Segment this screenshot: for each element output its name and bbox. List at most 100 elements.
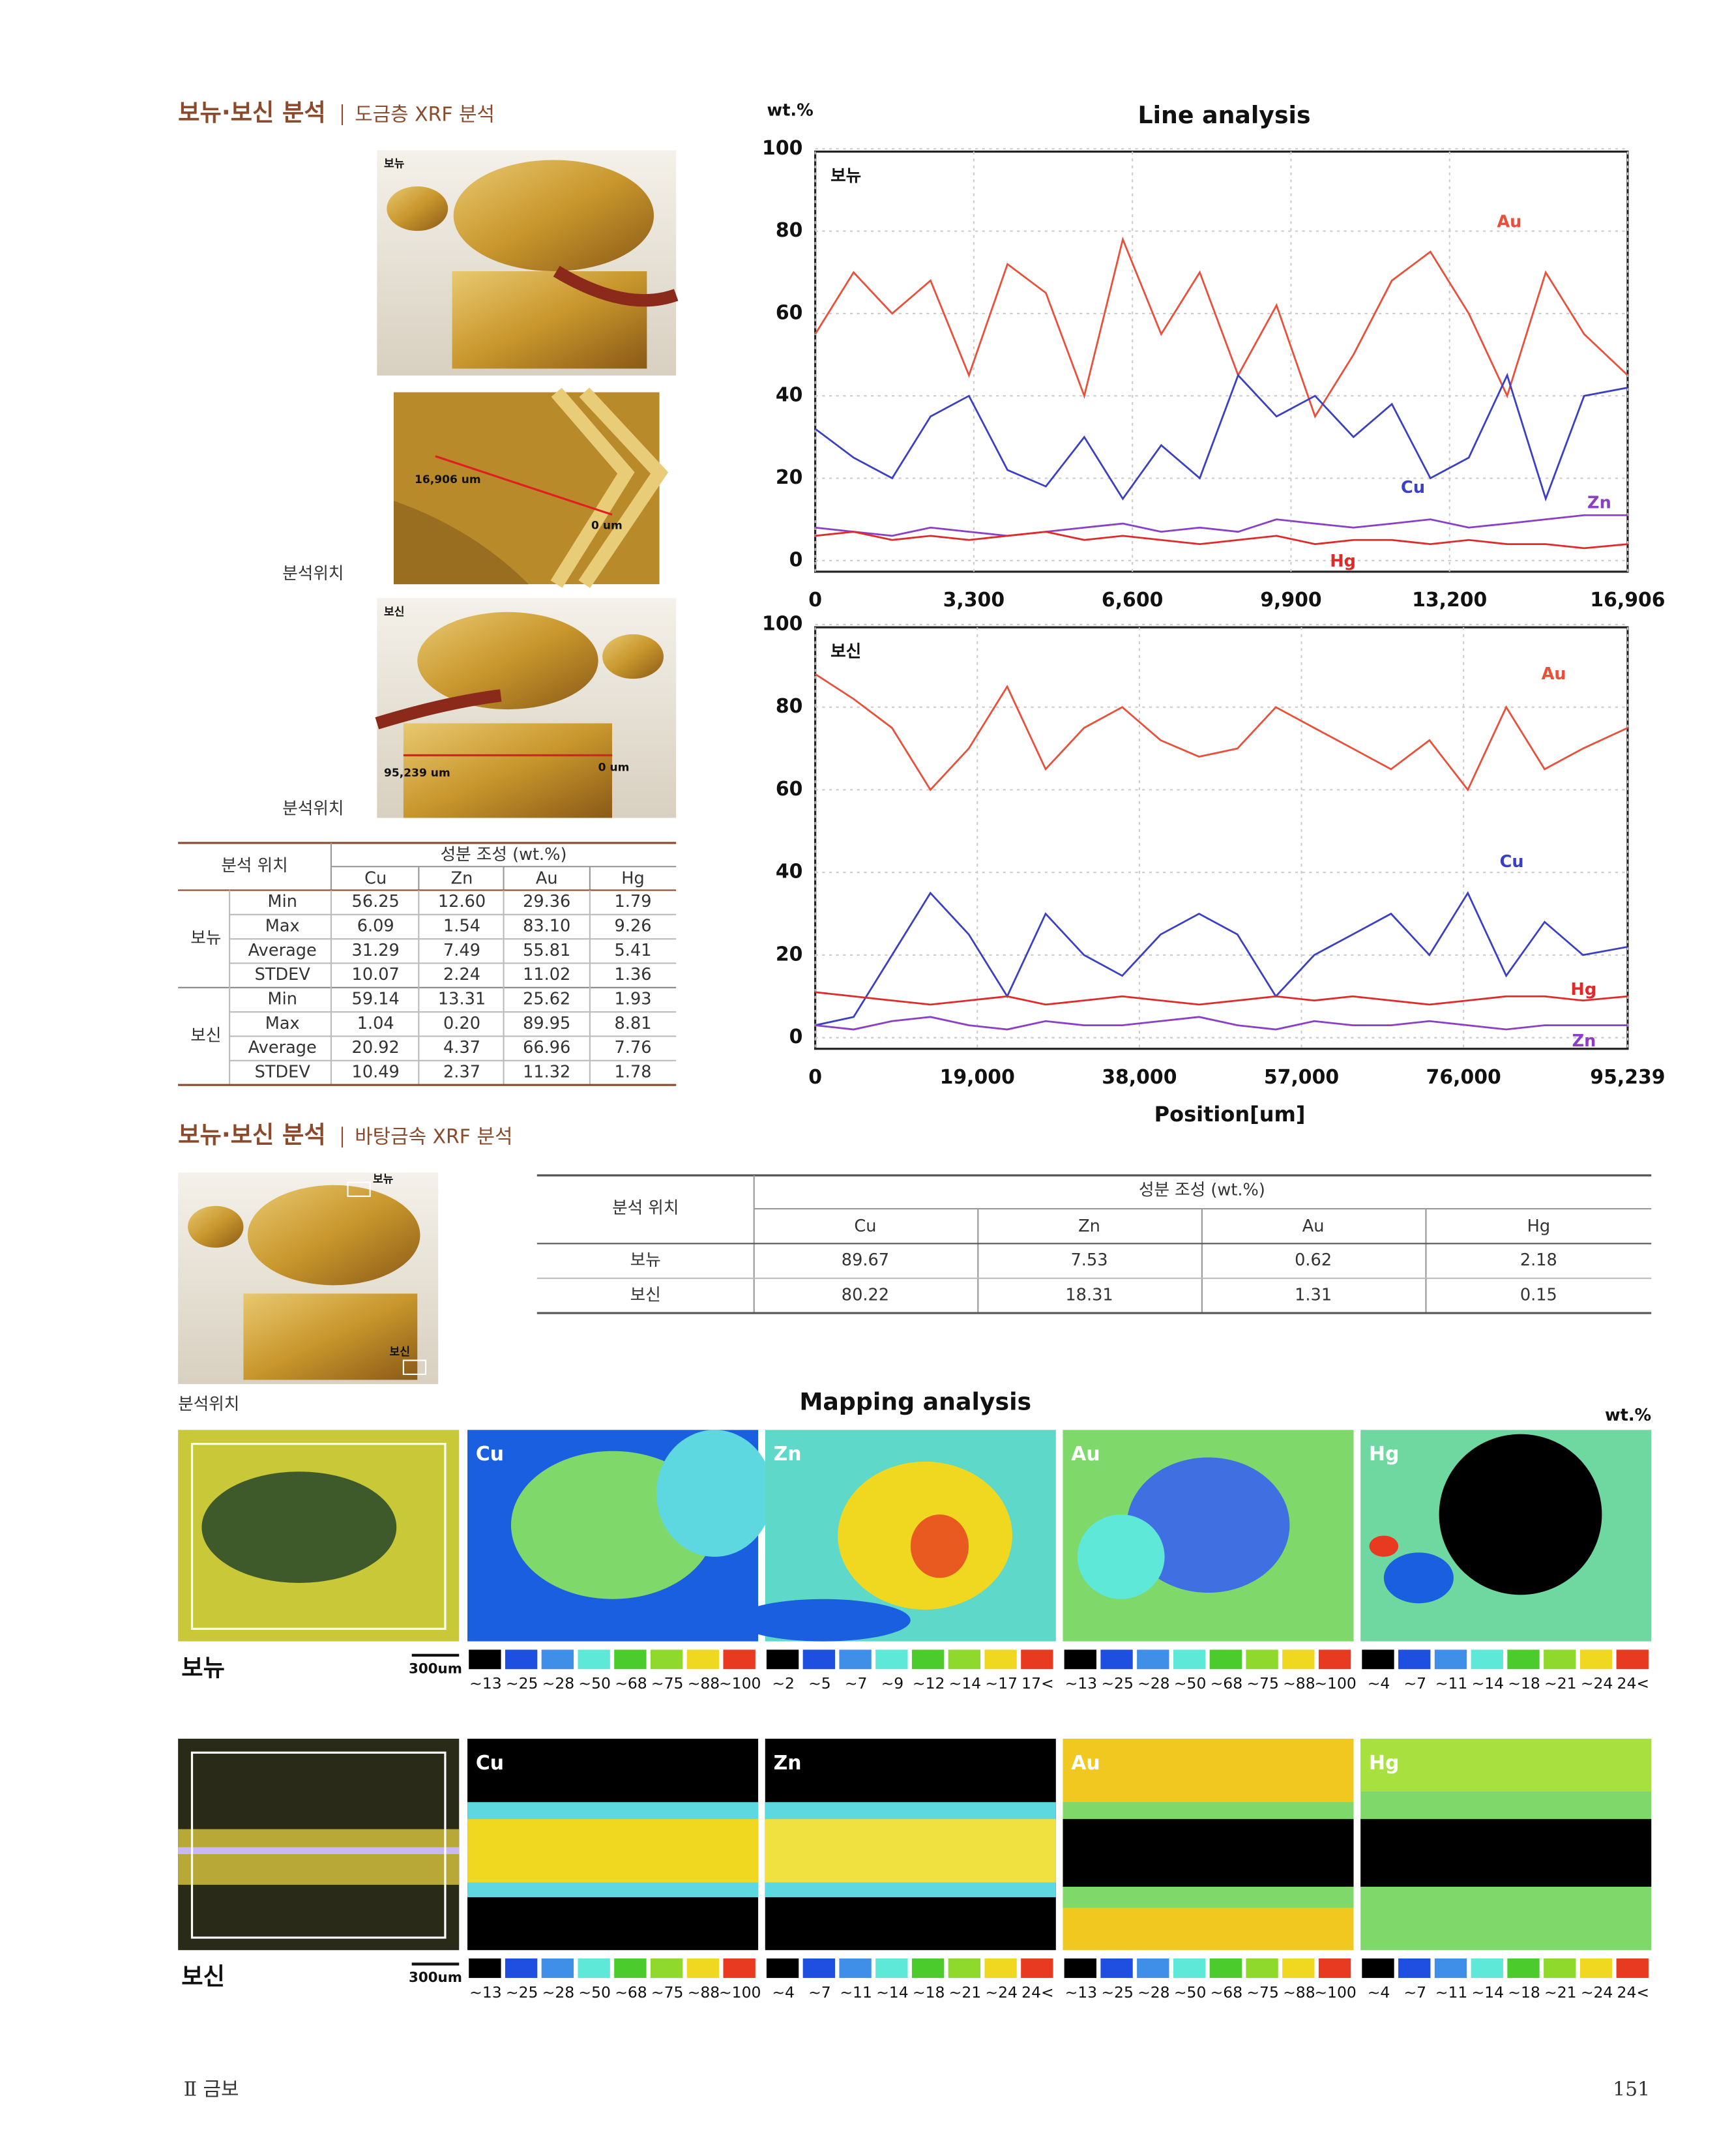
data-line bbox=[815, 1016, 1628, 1031]
data-line bbox=[814, 372, 1628, 502]
legend-swatch bbox=[469, 1958, 501, 1978]
legend-swatch bbox=[614, 1958, 647, 1978]
legend-swatch bbox=[1209, 1649, 1242, 1670]
legend-swatch bbox=[505, 1649, 538, 1670]
cell: 11.02 bbox=[523, 965, 570, 984]
legend-swatch bbox=[1579, 1649, 1613, 1670]
legend-swatch bbox=[1246, 1649, 1278, 1670]
legend-label: ~50 bbox=[578, 1674, 611, 1692]
legend-label: ~100 bbox=[719, 1674, 761, 1692]
header-cell: Cu bbox=[854, 1217, 876, 1236]
legend-swatch bbox=[723, 1958, 756, 1978]
legend-swatch bbox=[578, 1649, 610, 1670]
cell: 55.81 bbox=[523, 941, 570, 960]
legend-swatch bbox=[1137, 1958, 1169, 1978]
cell: 59.14 bbox=[352, 989, 400, 1009]
micrograph bbox=[178, 1829, 460, 1885]
legend-label: ~13 bbox=[1065, 1674, 1098, 1692]
legend-swatch bbox=[686, 1958, 720, 1978]
x-tick-label: 13,200 bbox=[1412, 589, 1487, 612]
legend-swatch bbox=[875, 1958, 908, 1978]
row-group: 보신 bbox=[190, 1026, 221, 1045]
legend-label: ~25 bbox=[506, 1674, 538, 1692]
legend-label: 24< bbox=[1617, 1674, 1650, 1692]
legend-swatch bbox=[1064, 1649, 1096, 1670]
legend-swatch bbox=[1318, 1958, 1351, 1978]
map-region bbox=[656, 1430, 773, 1557]
x-tick-label: 38,000 bbox=[1102, 1066, 1177, 1089]
legend-label: ~24 bbox=[1581, 1983, 1613, 2001]
photo-label: 보신 bbox=[384, 606, 404, 619]
table-1: 분석 위치 성분 조성 (wt.%) Cu Zn Au Hg 보뉴 Min 56.25 12.60… bbox=[178, 842, 677, 1086]
legend-label: ~50 bbox=[1174, 1983, 1207, 2001]
row-label: 보신 bbox=[181, 1962, 225, 1990]
legend-label: ~4 bbox=[772, 1983, 795, 2001]
cell: 80.22 bbox=[842, 1285, 889, 1305]
y-tick-label: 20 bbox=[776, 466, 803, 489]
section-title: 보뉴·보신 분석 bbox=[178, 98, 326, 126]
legend-swatch bbox=[578, 1958, 610, 1978]
photo-closeup bbox=[393, 387, 669, 589]
legend-swatch bbox=[875, 1649, 908, 1670]
cell: 11.32 bbox=[523, 1063, 570, 1082]
map-region bbox=[910, 1514, 969, 1578]
legend-label: ~88 bbox=[688, 1674, 720, 1692]
cell: 1.54 bbox=[443, 916, 480, 936]
legend-label: ~11 bbox=[840, 1983, 872, 2001]
legend-swatch bbox=[1398, 1649, 1431, 1670]
series-label: Au bbox=[1497, 212, 1521, 231]
legend-swatch bbox=[1616, 1649, 1649, 1670]
header-cell: Hg bbox=[1527, 1217, 1551, 1236]
data-line bbox=[815, 891, 1628, 1026]
photo-label: 보뉴 bbox=[384, 158, 405, 171]
series-label: Zn bbox=[1587, 493, 1611, 512]
cell: 66.96 bbox=[523, 1038, 570, 1057]
cell: 1.36 bbox=[615, 965, 652, 984]
cell: 89.95 bbox=[523, 1014, 570, 1033]
cell: 6.09 bbox=[357, 916, 394, 936]
legend-label: ~18 bbox=[1508, 1983, 1540, 2001]
legend-label: ~28 bbox=[542, 1674, 575, 1692]
x-tick-label: 3,300 bbox=[943, 589, 1005, 612]
measure-origin: 0 um bbox=[591, 519, 623, 532]
micrograph bbox=[201, 1471, 397, 1583]
x-tick-label: 0 bbox=[808, 1066, 822, 1089]
line-charts: 0 20 40 60 80 100 0 3,300 6,600 9,900 13,200 16,906… bbox=[762, 101, 1666, 1127]
cell: 56.25 bbox=[352, 892, 400, 911]
legend-label: ~68 bbox=[615, 1983, 647, 2001]
x-tick-label: 19,000 bbox=[940, 1066, 1015, 1089]
cell: 83.10 bbox=[523, 916, 570, 936]
legend-label: ~14 bbox=[876, 1983, 909, 2001]
row-label: 보신 bbox=[630, 1285, 661, 1305]
legend-swatch bbox=[1579, 1958, 1613, 1978]
cell: 1.78 bbox=[615, 1063, 652, 1082]
x-tick-label: 6,600 bbox=[1102, 589, 1163, 612]
legend-swatch bbox=[1209, 1958, 1242, 1978]
y-tick-label: 100 bbox=[762, 612, 802, 635]
cell: 25.62 bbox=[523, 989, 570, 1009]
photo-bonyu bbox=[377, 150, 679, 376]
cell: 13.31 bbox=[438, 989, 486, 1009]
legend-swatch bbox=[541, 1958, 574, 1978]
legend-label: ~11 bbox=[1435, 1674, 1468, 1692]
cell: 12.60 bbox=[438, 892, 486, 911]
legend-label: ~7 bbox=[1404, 1674, 1427, 1692]
map-region bbox=[736, 1599, 911, 1642]
legend-label: ~14 bbox=[949, 1674, 982, 1692]
legend-label: ~21 bbox=[1544, 1674, 1577, 1692]
y-tick-label: 100 bbox=[762, 137, 802, 160]
map-element: Au bbox=[1071, 1443, 1100, 1466]
legend-swatch bbox=[1471, 1649, 1503, 1670]
legend-swatch bbox=[984, 1958, 1017, 1978]
data-line bbox=[815, 991, 1628, 1006]
row-label: Max bbox=[265, 1014, 300, 1033]
legend-label: ~75 bbox=[1246, 1674, 1279, 1692]
data-line bbox=[815, 531, 1628, 550]
legend-swatch bbox=[948, 1958, 981, 1978]
legend-label: ~21 bbox=[1544, 1983, 1577, 2001]
legend-label: ~28 bbox=[1138, 1983, 1170, 2001]
cell: 9.26 bbox=[615, 916, 652, 936]
map-region bbox=[1126, 1457, 1290, 1593]
y-tick-label: 0 bbox=[789, 1026, 803, 1048]
legend-label: 17< bbox=[1021, 1674, 1054, 1692]
